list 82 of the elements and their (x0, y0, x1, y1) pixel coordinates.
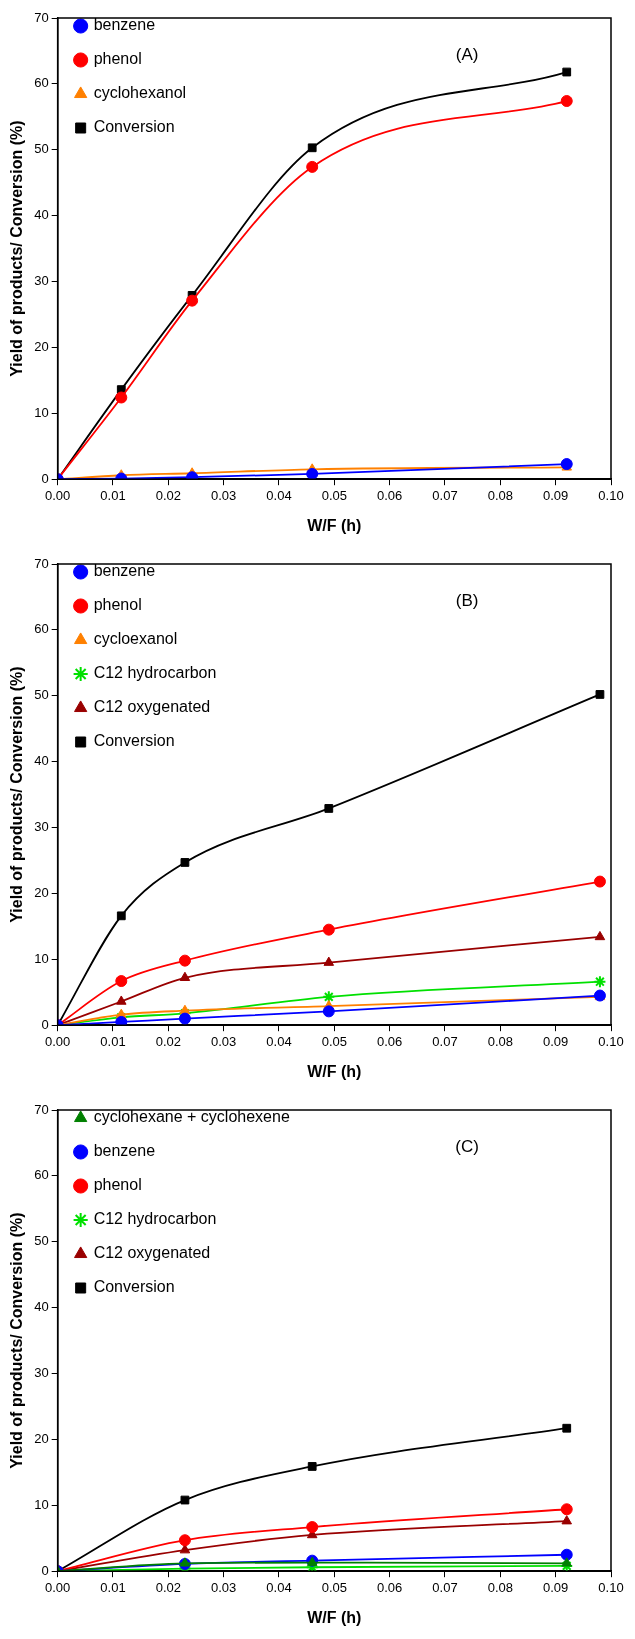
x-tick-label: 0.04 (266, 1033, 292, 1049)
y-tick-label: 50 (34, 141, 49, 157)
legend-label: benzene (93, 562, 156, 580)
x-tick-label: 0.02 (155, 1033, 181, 1049)
x-tick-label: 0.02 (155, 1579, 181, 1595)
y-tick-label: 50 (34, 687, 49, 703)
x-tick-label: 0.04 (266, 1579, 292, 1595)
y-tick-label: 30 (34, 1365, 49, 1381)
y-tick-label: 40 (34, 1299, 49, 1315)
legend-label: benzene (93, 1142, 156, 1160)
x-tick-label: 0.01 (100, 1033, 126, 1049)
x-tick-label: 0.09 (543, 1033, 569, 1049)
legend-label: Conversion (93, 732, 175, 750)
y-tick-label: 0 (41, 1016, 49, 1032)
y-axis-title: Yield of products/ Conversion (%) (8, 120, 26, 377)
y-tick-label: 10 (34, 404, 49, 420)
y-tick-label: 20 (34, 339, 49, 355)
x-tick-label: 0.02 (155, 487, 181, 503)
y-tick-label: 60 (34, 1167, 49, 1183)
y-tick-label: 10 (34, 950, 49, 966)
x-tick-label: 0.10 (598, 1579, 624, 1595)
x-tick-label: 0.10 (598, 487, 624, 503)
y-tick-label: 40 (34, 207, 49, 223)
legend-label: cyclohexane + cyclohexene (93, 1108, 290, 1126)
x-tick-label: 0.01 (100, 487, 126, 503)
y-tick-label: 60 (34, 621, 49, 637)
x-tick-label: 0.09 (543, 1579, 569, 1595)
y-tick-label: 70 (34, 1101, 49, 1117)
x-tick-label: 0.05 (321, 1033, 347, 1049)
y-tick-label: 70 (34, 9, 49, 25)
y-tick-label: 20 (34, 1431, 49, 1447)
x-tick-label: 0.00 (45, 487, 71, 503)
legend-label: Conversion (93, 1278, 175, 1296)
x-tick-label: 0.08 (487, 1033, 513, 1049)
legend-label: phenol (93, 50, 142, 68)
legend-label: Conversion (93, 118, 175, 136)
y-tick-label: 30 (34, 273, 49, 289)
x-tick-label: 0.00 (45, 1579, 71, 1595)
x-tick-label: 0.06 (377, 1033, 403, 1049)
annotation: (C) (455, 1136, 479, 1156)
x-tick-label: 0.03 (211, 487, 237, 503)
x-tick-label: 0.07 (432, 1033, 458, 1049)
x-tick-label: 0.06 (377, 1579, 403, 1595)
legend-label: C12 hydrocarbon (93, 1210, 217, 1228)
annotation: (B) (455, 590, 479, 610)
x-tick-label: 0.00 (45, 1033, 71, 1049)
y-tick-label: 0 (41, 470, 49, 486)
y-tick-label: 40 (34, 753, 49, 769)
legend-label: C12 oxygenated (93, 698, 211, 716)
x-tick-label: 0.03 (211, 1033, 237, 1049)
x-tick-label: 0.08 (487, 1579, 513, 1595)
y-tick-label: 70 (34, 555, 49, 571)
x-tick-label: 0.09 (543, 487, 569, 503)
y-tick-label: 30 (34, 819, 49, 835)
x-tick-label: 0.07 (432, 1579, 458, 1595)
legend-label: benzene (93, 16, 156, 34)
y-tick-label: 10 (34, 1496, 49, 1512)
y-tick-label: 20 (34, 885, 49, 901)
x-axis-title: W/F (h) (307, 516, 362, 534)
x-tick-label: 0.06 (377, 487, 403, 503)
y-tick-label: 60 (34, 75, 49, 91)
x-tick-label: 0.04 (266, 487, 292, 503)
x-tick-label: 0.03 (211, 1579, 237, 1595)
x-tick-label: 0.08 (487, 487, 513, 503)
x-tick-label: 0.10 (598, 1033, 624, 1049)
x-axis-title: W/F (h) (307, 1608, 362, 1626)
y-axis-title: Yield of products/ Conversion (%) (8, 666, 26, 923)
legend-label: C12 oxygenated (93, 1244, 211, 1262)
annotation: (A) (455, 44, 479, 64)
legend-label: phenol (93, 596, 142, 614)
y-axis-title: Yield of products/ Conversion (%) (8, 1212, 26, 1469)
x-tick-label: 0.05 (321, 487, 347, 503)
legend-label: C12 hydrocarbon (93, 664, 217, 682)
x-tick-label: 0.01 (100, 1579, 126, 1595)
x-tick-label: 0.05 (321, 1579, 347, 1595)
y-tick-label: 50 (34, 1233, 49, 1249)
legend-label: cycloexanol (93, 630, 178, 648)
x-axis-title: W/F (h) (307, 1062, 362, 1080)
y-tick-label: 0 (41, 1562, 49, 1578)
x-tick-label: 0.07 (432, 487, 458, 503)
legend-label: cyclohexanol (93, 84, 187, 102)
legend-label: phenol (93, 1176, 142, 1194)
